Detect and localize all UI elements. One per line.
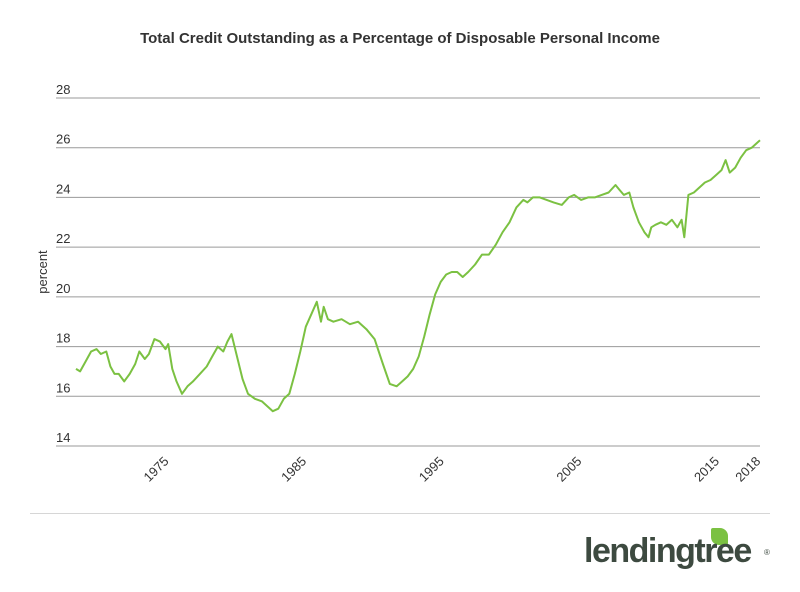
logo-wordmark: lendingtree: [584, 532, 752, 570]
footer-divider: [30, 513, 770, 514]
x-tick-label: 1995: [416, 454, 447, 485]
gridlines: [56, 97, 760, 447]
y-tick-labels: 14 16 18 20 22 24 26 28: [56, 82, 70, 445]
y-tick-label: 14: [56, 430, 70, 445]
registered-mark: ®: [764, 548, 770, 557]
y-tick-label: 24: [56, 181, 70, 196]
x-tick-label: 2005: [553, 454, 584, 485]
y-tick-label: 18: [56, 331, 70, 346]
y-tick-label: 28: [56, 82, 70, 97]
y-tick-label: 20: [56, 281, 70, 296]
lendingtree-logo: lendingtree ®: [584, 526, 774, 576]
chart-title: Total Credit Outstanding as a Percentage…: [140, 30, 660, 47]
x-tick-labels: 1975 1985 1995 2005 2015 2018: [141, 454, 764, 485]
y-axis-label: percent: [35, 250, 50, 294]
leaf-icon: [711, 528, 728, 545]
chart-plot: 14 16 18 20 22 24 26 28 1975 1985 1995 2005 2015 201…: [35, 82, 764, 485]
x-tick-label: 2018: [732, 454, 763, 485]
y-tick-label: 16: [56, 380, 70, 395]
y-tick-label: 22: [56, 231, 70, 246]
x-tick-label: 1985: [278, 454, 309, 485]
series-line: [75, 139, 761, 413]
x-tick-label: 2015: [691, 454, 722, 485]
y-tick-label: 26: [56, 132, 70, 147]
x-tick-label: 1975: [141, 454, 172, 485]
